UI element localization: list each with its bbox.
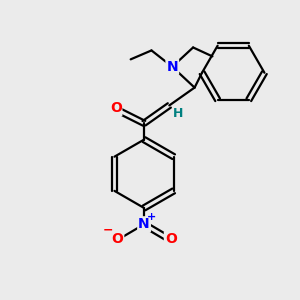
Text: O: O	[111, 232, 123, 246]
Text: O: O	[165, 232, 177, 246]
Text: O: O	[110, 101, 122, 116]
Text: N: N	[167, 60, 178, 74]
Text: N: N	[138, 217, 150, 231]
Text: +: +	[147, 212, 156, 222]
Text: −: −	[103, 224, 114, 237]
Text: H: H	[172, 107, 183, 120]
